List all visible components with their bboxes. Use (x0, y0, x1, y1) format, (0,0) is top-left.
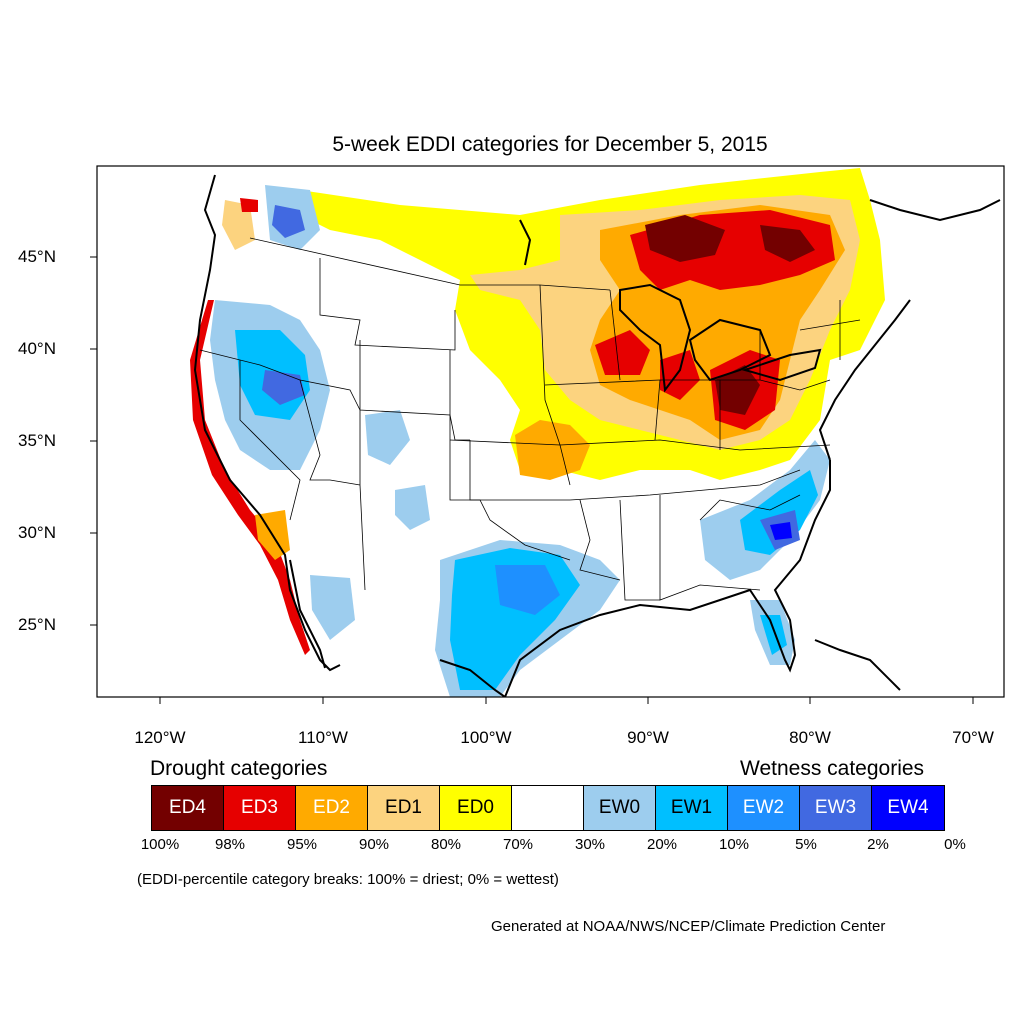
map-title: 5-week EDDI categories for December 5, 2… (332, 133, 768, 156)
legend-label: EW2 (742, 797, 785, 818)
ew3-region-idaho (272, 205, 305, 238)
lon-label-80: 80°W (789, 728, 831, 747)
ew4-region-carolinas (770, 522, 792, 540)
legend-cell-ew3: EW3 (800, 786, 872, 830)
legend-tick: 2% (867, 836, 889, 853)
legend-tick: 70% (502, 836, 534, 853)
ed3-region (595, 210, 835, 430)
wetness-heading: Wetness categories (740, 757, 925, 780)
ew0-region-newmexico (395, 485, 430, 530)
lon-label-110: 110°W (298, 728, 348, 747)
legend-tick: 90% (358, 836, 390, 853)
legend-tick: 30% (574, 836, 606, 853)
coastlines (193, 174, 1001, 697)
ed3-region-vancouver (240, 198, 258, 212)
lat-label-35: 35°N (18, 431, 56, 450)
lat-label-30: 30°N (18, 523, 56, 542)
legend-label: EW4 (887, 797, 929, 818)
category-fill-layer (190, 168, 885, 697)
legend-label: ED1 (385, 797, 422, 818)
ed1-region-pnw (222, 200, 255, 250)
legend-tick: 10% (718, 836, 750, 853)
legend-label: ED2 (313, 797, 350, 818)
legend-cell-ew0: EW0 (584, 786, 656, 830)
legend-colorbar: ED4 ED3 ED2 ED1 ED0 EW0 EW1 EW2 EW3 EW4 (151, 785, 945, 831)
credit-line: Generated at NOAA/NWS/NCEP/Climate Predi… (491, 918, 886, 935)
legend-cell-ed1: ED1 (368, 786, 440, 830)
lat-label-40: 40°N (18, 339, 56, 358)
lon-label-90: 90°W (627, 728, 669, 747)
drought-strip-west-coast (190, 300, 310, 655)
lon-label-100: 100°W (460, 728, 512, 747)
legend-tick: 98% (214, 836, 246, 853)
legend-tick: 80% (430, 836, 462, 853)
legend-cell-ew1: EW1 (656, 786, 728, 830)
ew0-region-colorado (365, 410, 410, 465)
legend-label: EW1 (670, 797, 713, 818)
legend-tick: 95% (286, 836, 318, 853)
legend-cell-ed2: ED2 (296, 786, 368, 830)
lon-label-70: 70°W (952, 728, 994, 747)
legend-cell-ed0: ED0 (440, 786, 512, 830)
ed4-region (645, 215, 815, 415)
ew2-region-texas (495, 565, 560, 615)
legend-tick: 0% (944, 836, 966, 853)
ed2-region-ozarks (515, 420, 590, 480)
legend-cell-ew4: EW4 (872, 786, 944, 830)
legend-tick: 20% (646, 836, 678, 853)
drought-heading: Drought categories (150, 757, 328, 780)
legend-tick: 100% (140, 836, 180, 853)
category-note: (EDDI-percentile category breaks: 100% =… (137, 871, 559, 888)
legend-cell-ew2: EW2 (728, 786, 800, 830)
ew3-region-nevada (262, 370, 305, 405)
legend-label: EW3 (814, 797, 857, 818)
legend-label: ED3 (241, 797, 278, 818)
ew1-region-southeast (740, 470, 818, 555)
legend-label: ED4 (169, 797, 206, 818)
lon-label-120: 120°W (134, 728, 186, 747)
legend-label: EW0 (598, 797, 641, 818)
ew0-region-baja (310, 575, 355, 640)
legend-cell-ed3: ED3 (224, 786, 296, 830)
legend-cell-ed4: ED4 (152, 786, 224, 830)
legend-label: ED0 (457, 797, 494, 818)
lat-label-45: 45°N (18, 247, 56, 266)
lat-label-25: 25°N (18, 615, 56, 634)
axis-ticks (90, 256, 974, 704)
legend-cell-neutral (512, 786, 584, 830)
map-frame (96, 165, 1005, 698)
legend-tick: 5% (795, 836, 817, 853)
state-boundaries (199, 237, 861, 601)
